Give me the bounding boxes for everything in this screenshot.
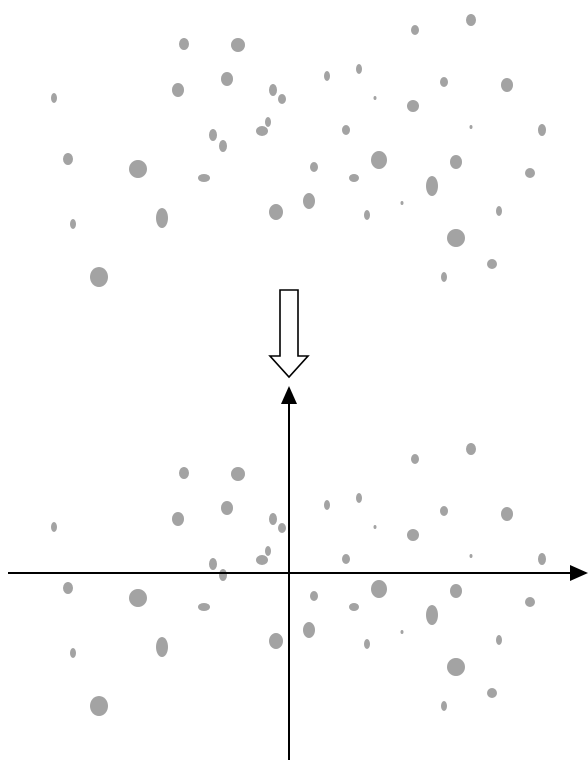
scatter-dot (221, 72, 233, 86)
scatter-dot (129, 589, 147, 607)
scatter-dot (450, 584, 462, 598)
scatter-dot (447, 658, 465, 676)
scatter-dot (90, 696, 108, 716)
scatter-dot (538, 124, 546, 136)
scatter-dot (400, 630, 404, 634)
scatter-dot (269, 84, 277, 96)
scatter-dot (269, 513, 277, 525)
scatter-dot (441, 272, 447, 282)
scatter-dot (466, 443, 476, 455)
scatter-dot (364, 210, 370, 220)
scatter-dot (469, 125, 473, 129)
scatter-dot (256, 126, 268, 136)
scatter-dot (310, 162, 318, 172)
scatter-dot (278, 94, 286, 104)
scatter-dot (450, 155, 462, 169)
scatter-dot (198, 174, 210, 182)
scatter-dot (407, 100, 419, 112)
scatter-dot (501, 78, 513, 92)
scatter-dot (440, 506, 448, 516)
scatter-dot (342, 125, 350, 135)
scatter-dot (324, 500, 330, 510)
scatter-dot (303, 193, 315, 209)
scatter-dot (496, 206, 502, 216)
scatter-dot (426, 605, 438, 625)
scatter-dot (310, 591, 318, 601)
scatter-dot (265, 546, 271, 556)
scatter-dot (172, 83, 184, 97)
scatter-dot (256, 555, 268, 565)
scatter-dot (487, 688, 497, 698)
scatter-dot (209, 558, 217, 570)
scatter-dot (440, 77, 448, 87)
scatter-dot (156, 208, 168, 228)
scatter-dot (349, 603, 359, 611)
scatter-dot (525, 597, 535, 607)
scatter-dot (447, 229, 465, 247)
scatter-dot (303, 622, 315, 638)
scatter-dot (487, 259, 497, 269)
scatter-dot (179, 38, 189, 50)
scatter-dot (400, 201, 404, 205)
scatter-dot (179, 467, 189, 479)
scatter-dot (411, 454, 419, 464)
scatter-dot (426, 176, 438, 196)
bottom-dot-cluster (51, 443, 546, 716)
scatter-dot (373, 525, 377, 529)
scatter-dot (278, 523, 286, 533)
scatter-dot (469, 554, 473, 558)
scatter-dot (525, 168, 535, 178)
scatter-dot (371, 151, 387, 169)
scatter-dot (63, 153, 73, 165)
scatter-dot (496, 635, 502, 645)
scatter-dot (265, 117, 271, 127)
scatter-dot (219, 569, 227, 581)
scatter-dot (70, 219, 76, 229)
scatter-dot (221, 501, 233, 515)
scatter-dot (538, 553, 546, 565)
scatter-dot (198, 603, 210, 611)
scatter-dot (441, 701, 447, 711)
scatter-dot (90, 267, 108, 287)
scatter-dot (501, 507, 513, 521)
scatter-dot (129, 160, 147, 178)
scatter-dot (324, 71, 330, 81)
scatter-dot (342, 554, 350, 564)
scatter-dot (364, 639, 370, 649)
scatter-dot (172, 512, 184, 526)
down-arrow-icon (268, 289, 310, 379)
scatter-dot (51, 522, 57, 532)
scatter-dot (269, 204, 283, 220)
scatter-dot (156, 637, 168, 657)
scatter-dot (407, 529, 419, 541)
scatter-dot (373, 96, 377, 100)
scatter-dot (356, 64, 362, 74)
scatter-dot (209, 129, 217, 141)
scatter-dot (411, 25, 419, 35)
scatter-dot (371, 580, 387, 598)
top-dot-cluster (51, 14, 546, 287)
scatter-dot (51, 93, 57, 103)
scatter-dot (231, 38, 245, 52)
scatter-dot (63, 582, 73, 594)
scatter-dot (231, 467, 245, 481)
scatter-dot (349, 174, 359, 182)
scatter-dot (356, 493, 362, 503)
scatter-dot (269, 633, 283, 649)
scatter-dot (466, 14, 476, 26)
scatter-dot (219, 140, 227, 152)
scatter-dot (70, 648, 76, 658)
